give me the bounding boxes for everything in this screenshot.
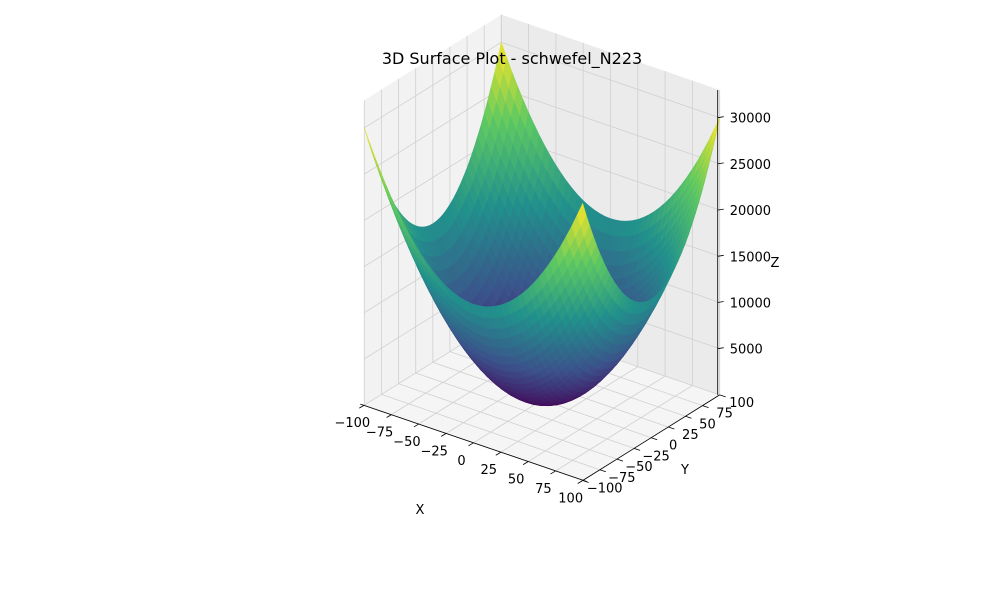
z-tick-label: 30000 [730,112,771,127]
z-tick-label: 20000 [730,204,771,219]
x-tick-label: −100 [334,416,370,431]
x-tick-mark [550,471,555,474]
y-tick-mark [600,470,606,472]
x-tick-label: 0 [457,454,465,469]
x-tick-mark [414,424,419,427]
y-tick-label: 50 [699,417,716,432]
z-tick-label: 5000 [730,343,763,358]
x-tick-mark [441,433,446,436]
y-tick-label: 25 [682,428,699,443]
y-tick-label: −25 [642,449,669,464]
y-tick-mark [617,459,623,461]
x-tick-label: −75 [366,426,393,441]
x-tick-mark [469,443,474,446]
y-tick-mark [651,438,657,440]
x-tick-mark [496,452,501,455]
x-tick-label: 50 [508,473,525,488]
z-axis-label: Z [771,256,780,271]
x-tick-mark [359,405,364,408]
y-tick-mark [720,395,726,397]
x-tick-label: 100 [558,492,583,507]
y-tick-mark [668,427,674,429]
y-axis-label: Y [680,463,689,478]
x-tick-mark [578,481,583,484]
y-tick-mark [685,416,691,418]
y-tick-mark [703,406,709,408]
z-tick-label: 10000 [730,297,771,312]
z-tick-label: 25000 [730,158,771,173]
x-tick-label: −50 [393,435,420,450]
y-tick-mark [634,448,640,450]
x-tick-label: 75 [535,482,552,497]
z-tick-label: 15000 [730,250,771,265]
x-axis-label: X [416,503,425,518]
x-tick-mark [387,415,392,418]
x-tick-label: −25 [420,444,447,459]
y-tick-label: 0 [669,439,677,454]
y-tick-label: 100 [729,396,754,411]
x-tick-label: 25 [481,463,498,478]
chart-title: 3D Surface Plot - schwefel_N223 [382,49,642,69]
x-tick-mark [523,462,528,465]
